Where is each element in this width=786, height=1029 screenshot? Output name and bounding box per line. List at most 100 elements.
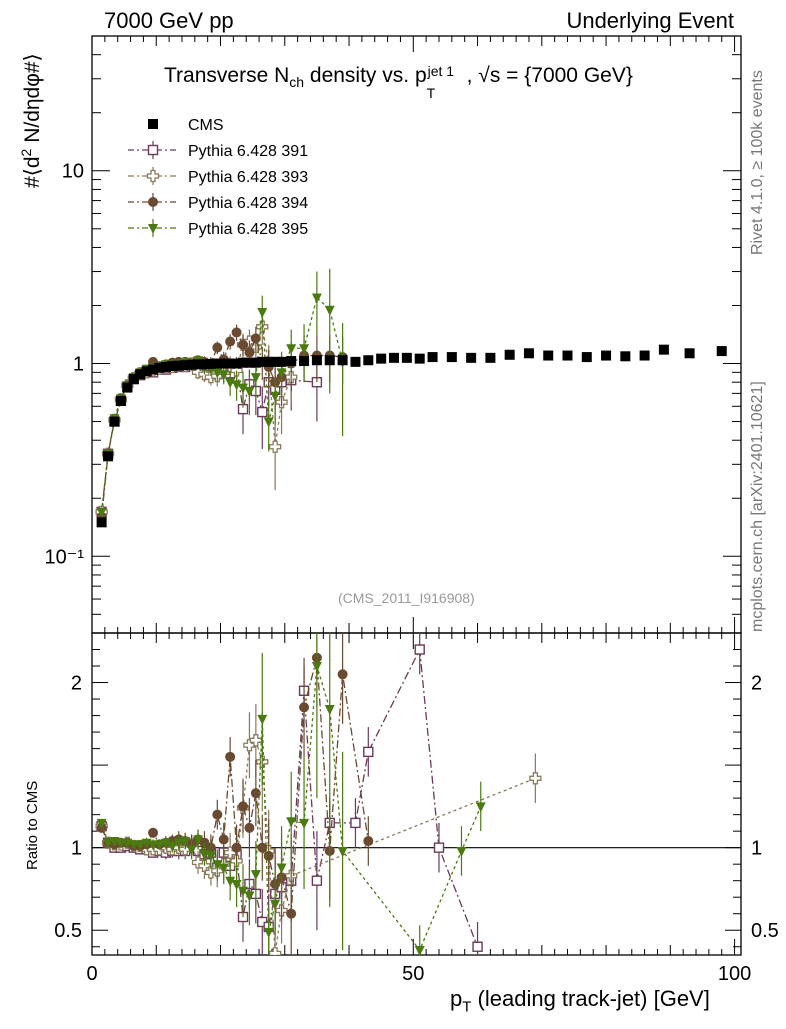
p395-main-point <box>286 344 297 355</box>
x-tick-label: 50 <box>402 963 424 985</box>
p394-ratio-point <box>337 669 348 680</box>
title-pt-script: jet 1 T <box>427 63 467 101</box>
analysis-watermark: (CMS_2011_I916908) <box>338 590 475 606</box>
cms-data-point <box>167 361 178 372</box>
cms-data-point <box>389 352 400 363</box>
p395-ratio-point <box>244 891 255 902</box>
title-part-c: , √s = {7000 GeV} <box>466 64 633 87</box>
cms-data-point <box>257 356 268 367</box>
p395-main-point <box>218 370 229 381</box>
y-tick-label-main: 10⁻¹ <box>45 546 85 568</box>
plot-title: Transverse Nch density vs. p jet 1 T , √s =… <box>164 63 633 101</box>
p395-ratio-point <box>238 886 249 897</box>
cms-data-point <box>337 355 348 366</box>
p395-main-point <box>324 305 335 316</box>
cms-data-point <box>620 351 631 362</box>
mcplots-source-label: mcplots.cern.ch [arXiv:2401.10621] <box>749 381 766 632</box>
p394-ratio-point <box>250 788 261 799</box>
p395-ratio-point <box>205 851 216 862</box>
title-sub-ch: ch <box>289 74 305 91</box>
rivet-version-label: Rivet 4.1.0, ≥ 100k events <box>749 70 766 255</box>
p395-main-point <box>299 344 310 355</box>
title-part-a: Transverse N <box>164 64 290 87</box>
p394-ratio-point <box>363 836 374 847</box>
cms-data-point <box>103 451 114 462</box>
cms-data-point <box>363 355 374 366</box>
p395-ratio-point <box>186 845 197 856</box>
cms-data-point <box>427 352 438 363</box>
p391-ratio-point <box>363 746 374 758</box>
p393-ratio-point <box>224 846 237 859</box>
cms-data-point <box>684 348 695 359</box>
legend-marker-p393 <box>146 169 160 183</box>
p395-ratio-point <box>270 899 281 910</box>
p395-main-point <box>244 387 255 398</box>
ratio-panel-frame <box>91 632 742 956</box>
p394-ratio-point <box>286 908 297 919</box>
cms-data-point <box>658 344 669 355</box>
cms-data-point <box>543 350 554 361</box>
cms-data-point <box>250 357 261 368</box>
p395-ratio-point <box>103 838 114 849</box>
x-axis-label: pT (leading track-jet) [GeV] <box>450 986 710 1015</box>
cms-data-point <box>109 416 120 427</box>
y-label-part-b: N/dηdφ#⟩ <box>21 53 44 149</box>
p395-ratio-point <box>180 837 191 848</box>
p395-main-point <box>270 391 281 402</box>
cms-data-point <box>115 395 126 406</box>
ratio-series-group <box>95 633 542 955</box>
p393-ratio-point <box>243 739 256 752</box>
x-label-rest: (leading track-jet) [GeV] <box>471 986 710 1011</box>
p395-ratio-point <box>160 838 171 849</box>
y-tick-label-ratio-right: 0.5 <box>751 920 779 942</box>
cms-data-point <box>376 353 387 364</box>
p394-ratio-point <box>231 842 242 853</box>
p393-ratio-point <box>268 947 282 955</box>
p395-main-point <box>311 293 322 304</box>
p395-ratio-point <box>456 846 467 857</box>
cms-data-point <box>311 355 322 366</box>
p395-ratio-point <box>337 846 348 857</box>
p395-ratio-point <box>135 840 146 851</box>
cms-data-point <box>212 358 223 369</box>
p394-ratio-point <box>218 834 229 845</box>
p391-ratio-point <box>311 875 323 886</box>
y-tick-label-ratio-right: 1 <box>751 838 762 860</box>
cms-data-point <box>128 374 139 385</box>
cms-data-point <box>173 360 184 371</box>
p394-ratio-point <box>225 751 236 762</box>
p394-ratio-point <box>148 827 159 838</box>
cms-data-point <box>231 358 242 369</box>
p394-ratio-point <box>257 842 268 853</box>
legend-label-p395: Pythia 6.428 395 <box>188 221 308 238</box>
cms-data-point <box>639 350 650 361</box>
p391-ratio-line <box>101 647 479 947</box>
x-label-sub: T <box>462 998 472 1016</box>
p393-main-point <box>191 366 205 379</box>
legend-label-p393: Pythia 6.428 393 <box>188 169 308 186</box>
p391-ratio-point <box>433 842 445 853</box>
legend-marker-cms <box>148 119 158 129</box>
cms-data-point <box>199 359 210 370</box>
cms-data-point <box>276 356 287 367</box>
cms-data-point <box>601 350 612 361</box>
y-tick-label-ratio: 2 <box>71 673 82 695</box>
title-sub-t: T <box>426 85 436 101</box>
main-series-group <box>95 268 727 528</box>
cms-data-point <box>350 356 361 367</box>
cms-data-point <box>446 352 457 363</box>
cms-data-point <box>154 362 165 373</box>
p394-main-point <box>244 347 255 358</box>
cms-data-point <box>122 382 133 393</box>
p395-ratio-point <box>286 817 297 828</box>
cms-data-point <box>186 359 197 370</box>
p394-main-point <box>231 327 242 338</box>
p394-ratio-point <box>212 809 223 820</box>
cms-data-point <box>244 357 255 368</box>
p391-ratio-point <box>472 941 483 952</box>
p395-main-point <box>250 373 261 384</box>
cms-data-point <box>141 366 152 377</box>
p395-ratio-point <box>257 714 268 725</box>
p395-main-point <box>263 417 274 428</box>
y-label-sup: 2 <box>18 148 34 157</box>
